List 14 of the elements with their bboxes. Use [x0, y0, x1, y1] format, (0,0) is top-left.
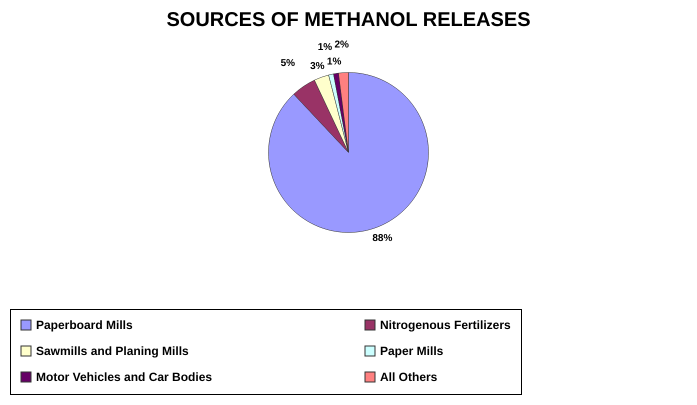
chart-title: SOURCES OF METHANOL RELEASES — [166, 9, 531, 31]
legend-label: Nitrogenous Fertilizers — [380, 318, 512, 332]
legend-label: Paper Mills — [380, 344, 444, 358]
data-label: 2% — [334, 40, 350, 51]
legend-label: Paperboard Mills — [36, 318, 134, 332]
legend-label: Sawmills and Planing Mills — [36, 344, 190, 358]
data-label: 1% — [326, 56, 342, 68]
pie-slice — [268, 72, 429, 233]
data-label: 5% — [280, 58, 296, 70]
data-label: 3% — [310, 60, 325, 72]
data-label: 1% — [318, 42, 332, 54]
legend-label: Motor Vehicles and Car Bodies — [36, 370, 212, 384]
data-label: 88% — [372, 233, 392, 244]
legend-label: All Others — [380, 370, 438, 384]
